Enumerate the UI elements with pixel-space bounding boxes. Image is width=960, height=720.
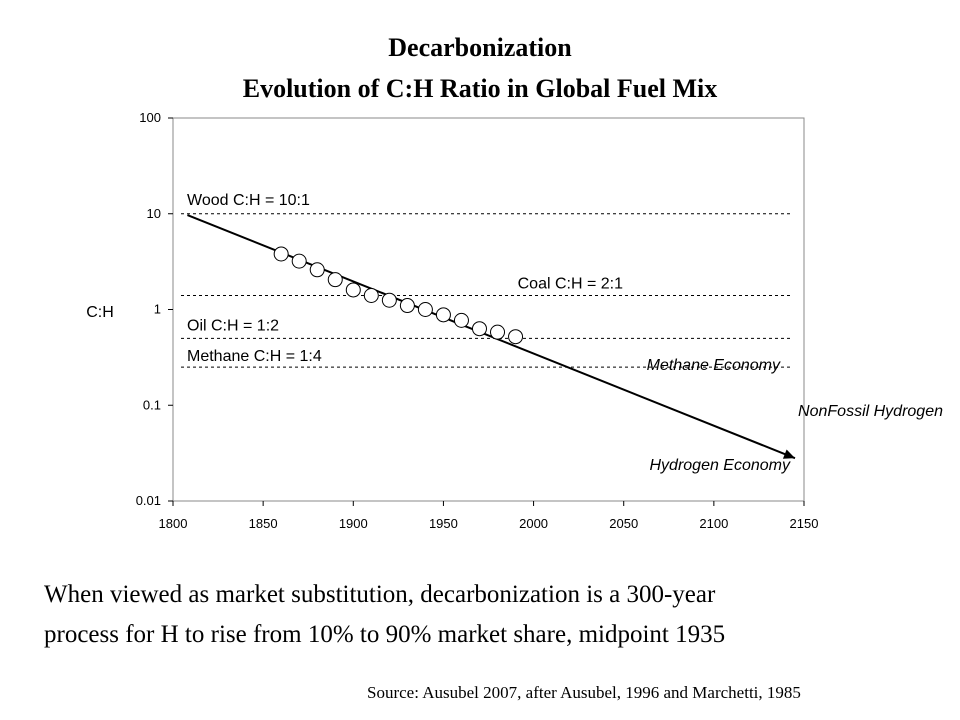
- reference-line-label: Oil C:H = 1:2: [187, 317, 279, 334]
- annotation-label: Methane Economy: [647, 357, 781, 374]
- trend-arrowhead: [782, 449, 795, 459]
- x-tick-label: 1900: [339, 516, 368, 531]
- plot-area-frame: [172, 117, 805, 502]
- data-point: [417, 302, 433, 317]
- x-tick-label: 2150: [790, 516, 819, 531]
- y-tick-label: 10: [147, 206, 161, 221]
- caption-line-2: process for H to rise from 10% to 90% ma…: [44, 621, 726, 648]
- source-note: Source: Ausubel 2007, after Ausubel, 199…: [367, 683, 801, 702]
- chart-title-line-1: Decarbonization: [388, 33, 572, 62]
- y-tick-label: 1: [154, 302, 161, 317]
- data-point: [273, 246, 289, 262]
- data-point: [435, 307, 451, 323]
- data-point: [363, 288, 379, 304]
- data-point: [471, 321, 487, 337]
- annotation-label: Hydrogen Economy: [649, 457, 791, 474]
- x-tick-label: 2050: [609, 516, 638, 531]
- reference-line-label: Methane C:H = 1:4: [187, 348, 322, 365]
- data-point: [453, 312, 469, 328]
- caption-line-1: When viewed as market substitution, deca…: [44, 581, 716, 608]
- chart-title-line-2: Evolution of C:H Ratio in Global Fuel Mi…: [242, 74, 718, 103]
- data-point: [508, 329, 524, 345]
- reference-line-label: Wood C:H = 10:1: [187, 192, 310, 209]
- data-point: [399, 298, 415, 314]
- x-tick-label: 1800: [159, 516, 188, 531]
- x-tick-label: 1850: [249, 516, 278, 531]
- y-tick-label: 0.01: [136, 493, 161, 508]
- x-tick-label: 2000: [519, 516, 548, 531]
- x-tick-label: 1950: [429, 516, 458, 531]
- data-point: [309, 262, 325, 278]
- y-tick-label: 100: [139, 110, 161, 125]
- data-point: [490, 324, 506, 340]
- y-tick-label: 0.1: [143, 397, 161, 412]
- annotation-label: NonFossil Hydrogen: [798, 403, 943, 420]
- data-point: [345, 282, 361, 298]
- reference-line-label: Coal C:H = 2:1: [518, 276, 623, 293]
- trend-line: [187, 214, 796, 460]
- y-axis-label: C:H: [86, 304, 114, 321]
- data-point: [327, 272, 343, 288]
- x-tick-label: 2100: [699, 516, 728, 531]
- chart: 1800 1850 1900 1950 2000 2050 2100 2150 0.01 0.1…: [86, 110, 943, 531]
- data-point: [291, 253, 307, 269]
- data-point: [381, 292, 397, 308]
